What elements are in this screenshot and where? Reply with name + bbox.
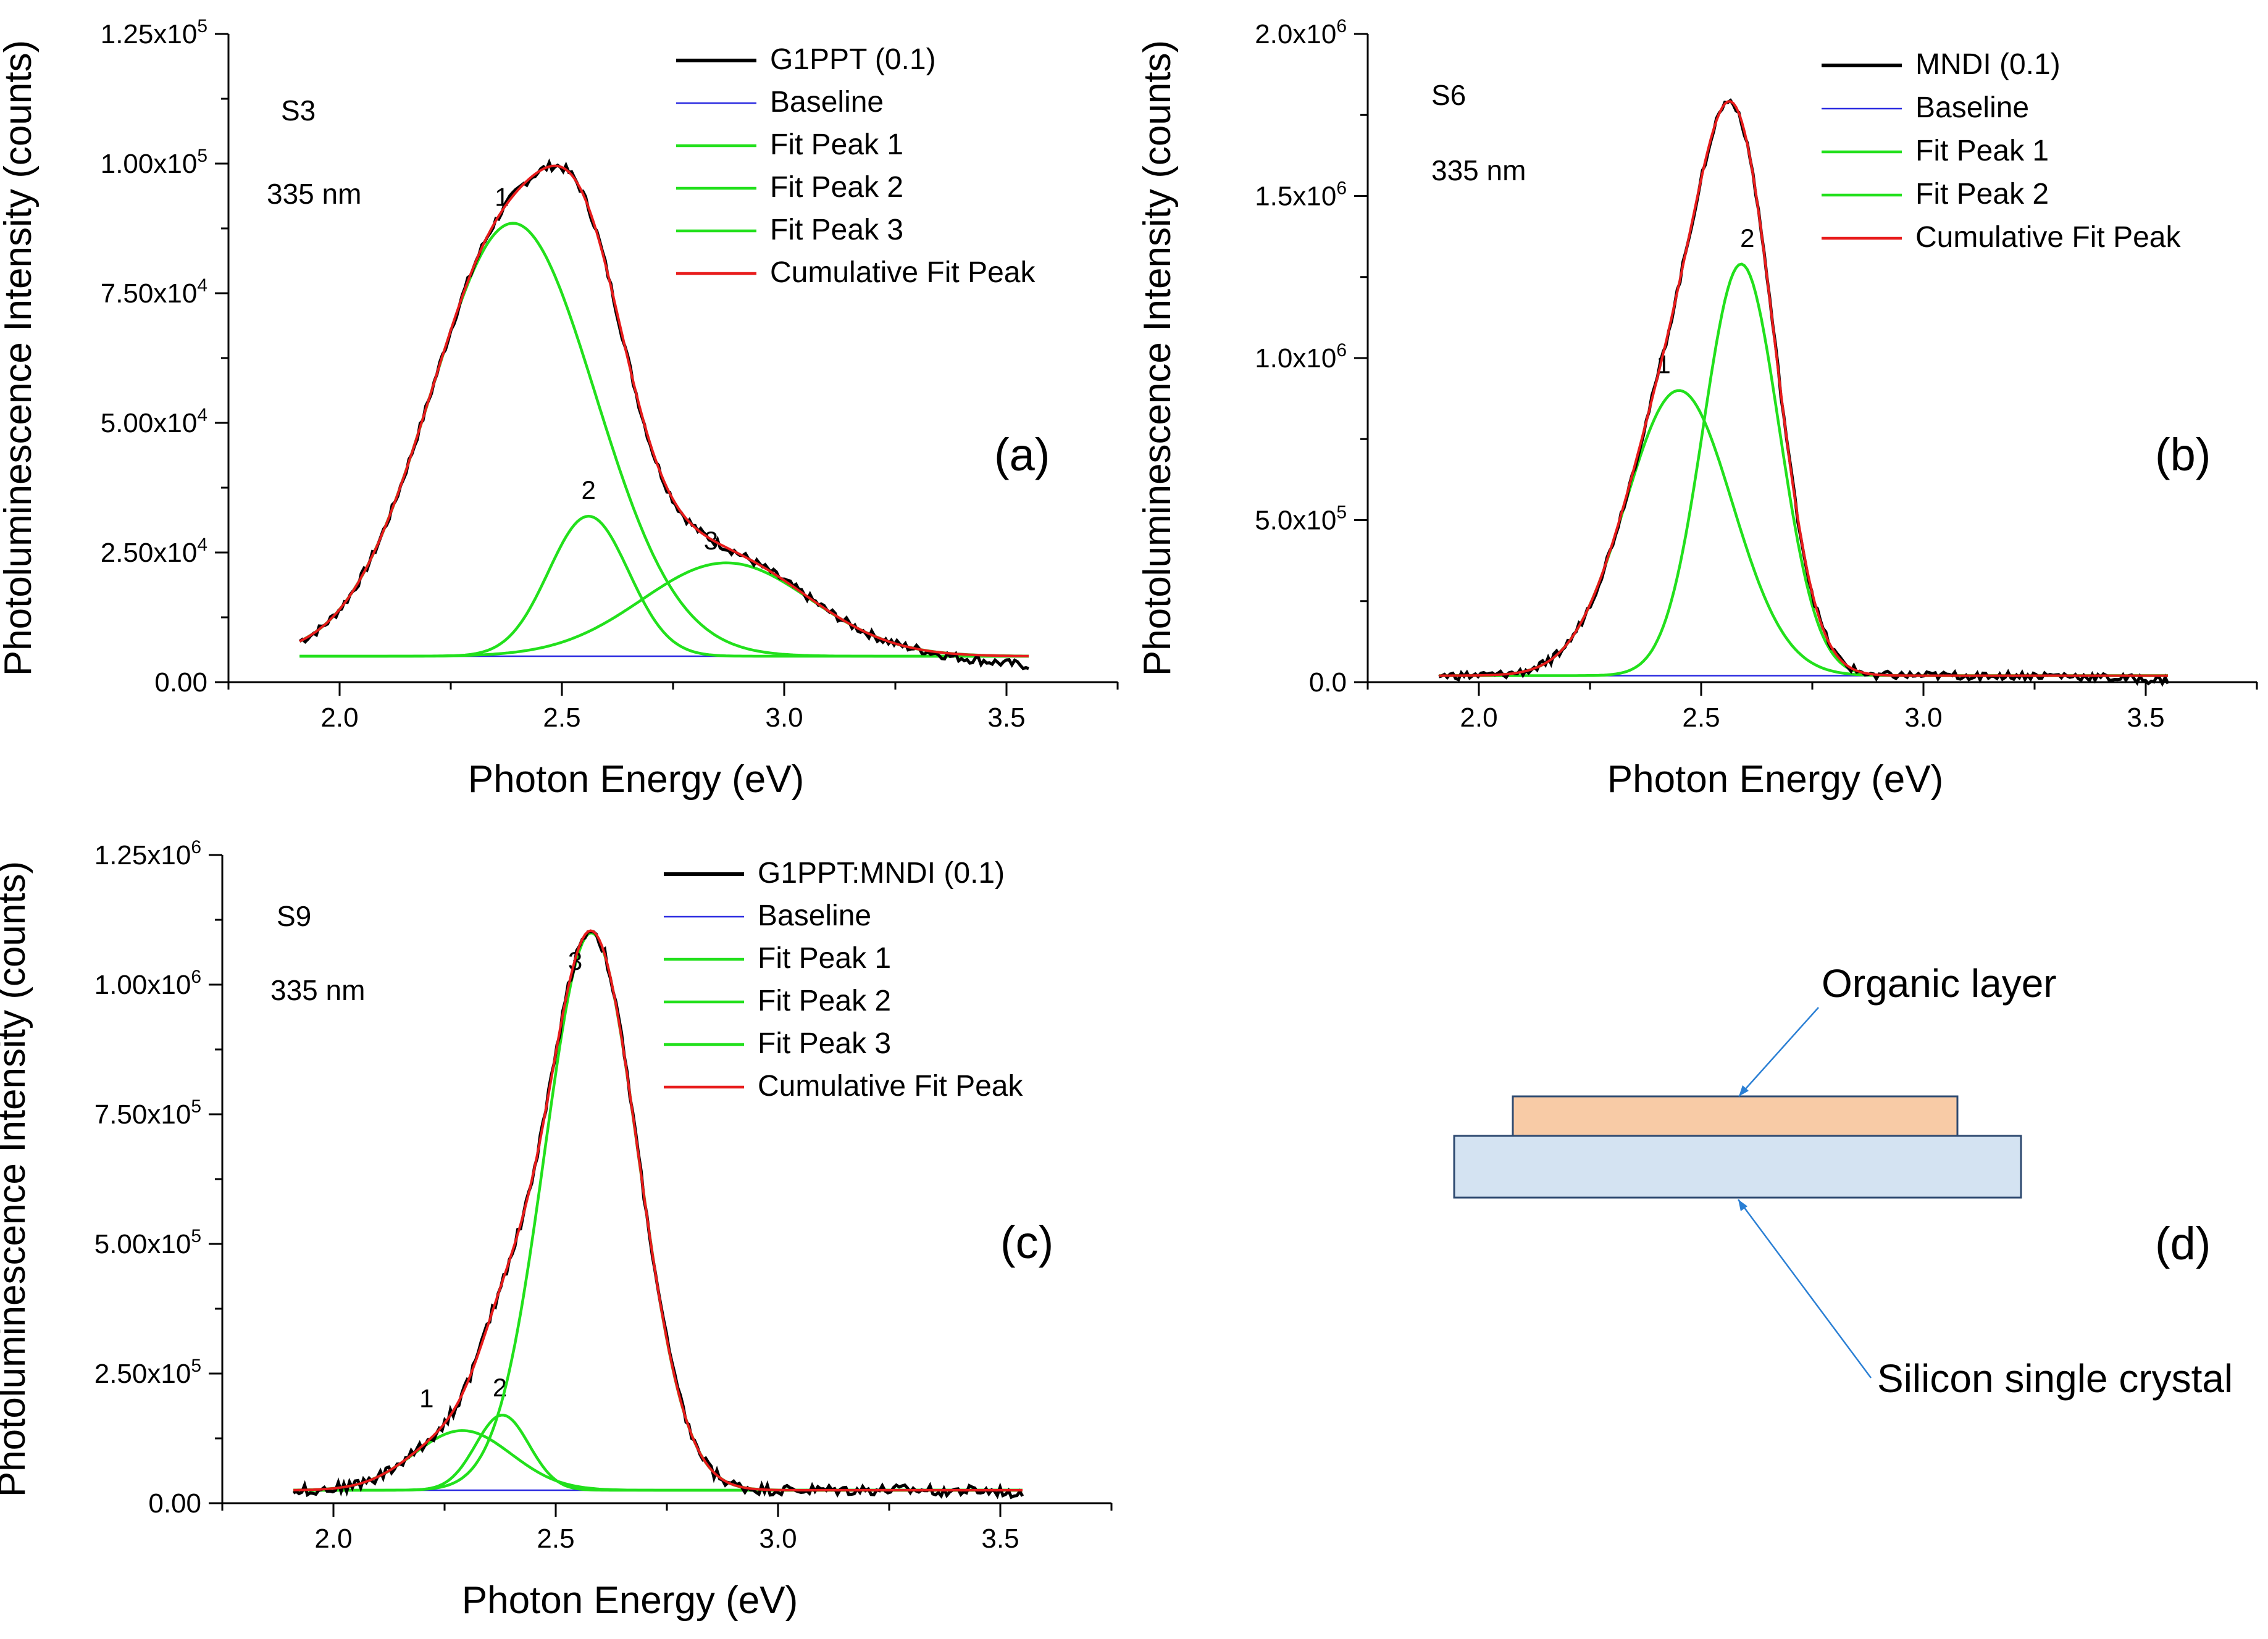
panel-label: (c)	[1000, 1217, 1053, 1268]
y-tick-label: 1.00x105	[101, 146, 207, 179]
series-cumulative-fit	[299, 164, 1029, 657]
silicon-arrowhead	[1738, 1199, 1747, 1211]
peak-label: 1	[419, 1383, 433, 1412]
x-tick-label: 2.5	[543, 703, 580, 733]
y-tick-label: 1.5x106	[1255, 178, 1347, 212]
legend-label: Fit Peak 3	[758, 1027, 891, 1060]
series-fit-peak-3	[293, 931, 1023, 1492]
peak-label: 1	[495, 183, 509, 212]
series-measured-data	[298, 158, 1029, 670]
chart-panel-c: 2.0 2.5 3.0 3.5 0.00 2.50x105 5.00x105 7.50x105…	[0, 837, 1113, 1622]
y-tick-label: 1.25x106	[94, 837, 201, 870]
legend-label: Fit Peak 2	[758, 985, 891, 1017]
legend-label: Baseline	[758, 899, 871, 932]
series-cumulative-fit	[293, 929, 1023, 1491]
x-tick-label: 3.5	[2127, 703, 2164, 733]
legend-label: Cumulative Fit Peak	[1915, 221, 2181, 254]
legend-label: Baseline	[770, 86, 884, 119]
series-measured-data	[1438, 98, 2170, 687]
x-tick-label: 3.0	[1904, 703, 1942, 733]
legend-label: Fit Peak 1	[770, 128, 903, 161]
x-axis-title: Photon Energy (eV)	[468, 758, 805, 801]
organic-layer	[1512, 1095, 1959, 1137]
silicon-substrate	[1453, 1135, 2022, 1199]
legend-label: Fit Peak 2	[770, 171, 903, 204]
sample-label: S9	[277, 900, 311, 932]
legend-label: Cumulative Fit Peak	[770, 256, 1036, 289]
y-tick-label: 5.00x104	[101, 405, 207, 438]
legend-label: Cumulative Fit Peak	[758, 1070, 1023, 1103]
x-tick-label: 3.0	[765, 703, 803, 733]
x-tick-label: 2.0	[314, 1524, 352, 1554]
y-tick-label: 2.0x106	[1255, 16, 1347, 49]
series-fit-peak-2	[293, 1414, 1023, 1492]
peak-label: 2	[1740, 223, 1754, 252]
organic-layer-label: Organic layer	[1822, 961, 2057, 1006]
sample-label: S3	[281, 94, 316, 127]
legend-label: MNDI (0.1)	[1915, 48, 2061, 81]
x-tick-label: 2.0	[320, 703, 358, 733]
x-tick-label: 2.0	[1460, 703, 1497, 733]
y-tick-label: 2.50x105	[94, 1356, 201, 1389]
plot-area: 2.0 2.5 3.0 3.5 0.00 2.50x105 5.00x105 7.50x105…	[0, 837, 1113, 1622]
y-tick-label: 5.0x105	[1255, 503, 1347, 536]
excitation-label: 335 nm	[270, 974, 365, 1006]
legend-label: Fit Peak 2	[1915, 178, 2049, 211]
legend-label: Fit Peak 1	[1915, 135, 2049, 167]
silicon-label: Silicon single crystal	[1877, 1356, 2233, 1401]
chart-panel-a: 2.0 2.5 3.0 3.5 0.00 2.50x104 5.00x104 7.50x104…	[0, 16, 1119, 801]
plot-area: 2.0 2.5 3.0 3.5 0.00 2.50x104 5.00x104 7.50x104…	[0, 16, 1119, 801]
legend-label: Fit Peak 1	[758, 942, 891, 975]
chart-panel-b: 2.0 2.5 3.0 3.5 0.0 5.0x105 1.0x106 1.5x106 2.0x…	[1136, 16, 2258, 801]
series-measured-data	[292, 930, 1024, 1499]
y-tick-label: 7.50x104	[101, 275, 207, 309]
series-fit-peak-2	[1439, 262, 2168, 677]
plot-area: 2.0 2.5 3.0 3.5 0.0 5.0x105 1.0x106 1.5x106 2.0x…	[1136, 16, 2258, 801]
excitation-label: 335 nm	[1431, 154, 1526, 186]
y-tick-label: 5.00x105	[94, 1226, 201, 1259]
peak-label: 2	[582, 475, 596, 504]
silicon-arrow	[1737, 1199, 1872, 1378]
y-axis-title: Photoluminescence Intensity (counts)	[0, 40, 40, 676]
y-tick-label: 7.50x105	[94, 1096, 201, 1130]
sample-label: S6	[1431, 79, 1466, 111]
legend-label: Fit Peak 3	[770, 214, 903, 246]
excitation-label: 335 nm	[267, 178, 361, 210]
y-tick-label: 0.00	[148, 1488, 201, 1519]
x-axis-title: Photon Energy (eV)	[462, 1579, 798, 1622]
y-tick-label: 1.25x105	[101, 16, 207, 49]
y-tick-label: 1.00x106	[94, 967, 201, 1000]
organic-layer-arrowhead	[1739, 1085, 1749, 1096]
y-tick-label: 0.00	[154, 667, 207, 698]
panel-label: (a)	[994, 429, 1050, 480]
y-axis-title: Photoluminescence Intensity (counts)	[0, 861, 33, 1497]
legend-label: G1PPT:MNDI (0.1)	[758, 857, 1005, 890]
y-axis-title: Photoluminescence Intensity (counts)	[1136, 40, 1179, 676]
series-cumulative-fit	[1439, 100, 2168, 677]
organic-layer-arrow	[1738, 1007, 1819, 1097]
panel-label: (b)	[2155, 429, 2211, 480]
y-tick-label: 2.50x104	[101, 535, 207, 568]
x-tick-label: 3.5	[987, 703, 1025, 733]
panel-label: (d)	[2155, 1218, 2211, 1269]
x-tick-label: 2.5	[537, 1524, 574, 1554]
x-tick-label: 3.5	[981, 1524, 1019, 1554]
y-tick-label: 0.0	[1309, 667, 1347, 698]
x-tick-label: 3.0	[759, 1524, 797, 1554]
y-tick-label: 1.0x106	[1255, 340, 1347, 373]
x-tick-label: 2.5	[1682, 703, 1720, 733]
series-fit-peak-1	[1439, 389, 2168, 677]
legend-label: Baseline	[1915, 91, 2029, 124]
layer-diagram: Organic layer Silicon single crystal (d)	[1453, 961, 2233, 1401]
x-axis-title: Photon Energy (eV)	[1607, 758, 1944, 801]
legend-label: G1PPT (0.1)	[770, 43, 936, 76]
